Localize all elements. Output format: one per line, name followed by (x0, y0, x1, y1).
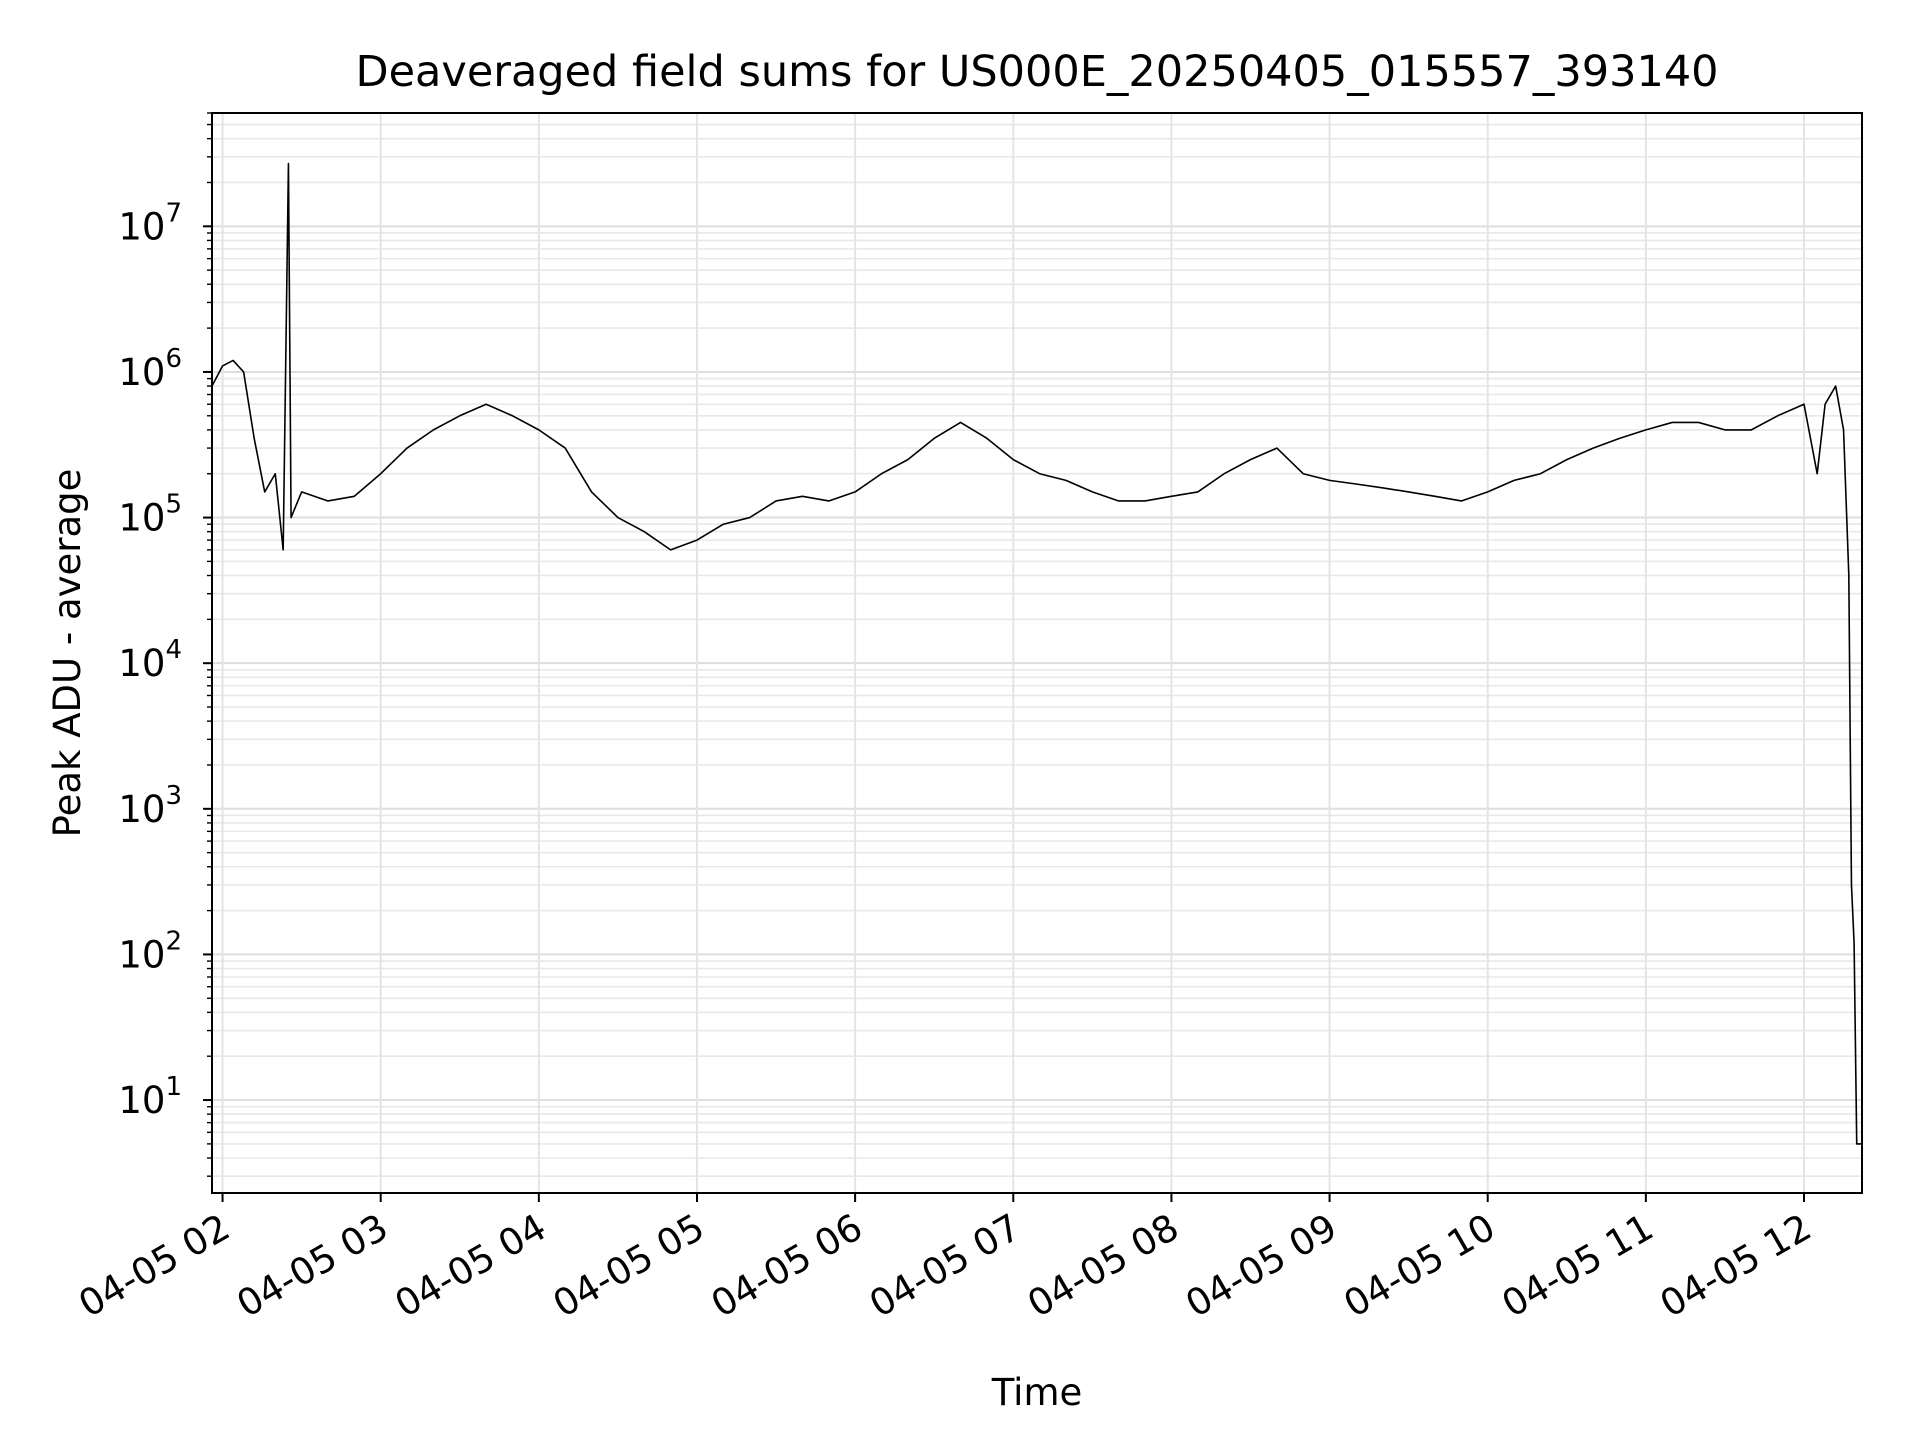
y-tick-label: 104 (118, 635, 182, 685)
x-axis-label: Time (991, 1371, 1083, 1414)
y-tick-label: 103 (118, 781, 182, 831)
y-tick-label: 101 (118, 1072, 182, 1122)
chart-title: Deaveraged field sums for US000E_2025040… (355, 47, 1718, 97)
y-tick-label: 102 (118, 926, 182, 976)
grid (212, 112, 1862, 1193)
y-tick-label: 107 (118, 198, 182, 248)
plot-frame (211, 112, 1863, 1194)
series-line (211, 162, 1862, 1145)
y-tick-label: 105 (118, 490, 182, 540)
y-axis-label: Peak ADU - average (46, 469, 89, 838)
series-polyline (211, 162, 1862, 1145)
y-tick-label: 106 (118, 344, 182, 394)
